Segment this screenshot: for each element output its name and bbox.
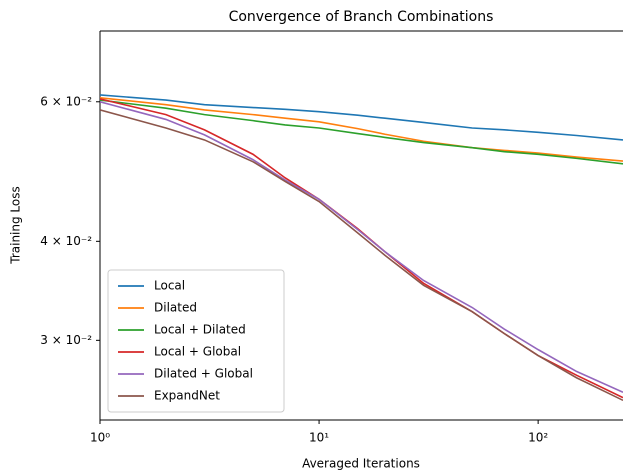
y-tick-label: 3 × 10⁻²: [40, 333, 92, 347]
legend-box: [107, 269, 285, 413]
x-tick-label: 10¹: [309, 431, 329, 445]
series-line: [100, 109, 623, 402]
x-tick-label: 10⁰: [90, 431, 110, 445]
legend-label: Local + Global: [154, 345, 241, 359]
legend-label: ExpandNet: [154, 389, 220, 403]
y-tick-label: 4 × 10⁻²: [40, 234, 92, 248]
legend-label: Local + Dilated: [154, 323, 246, 337]
series-line: [100, 99, 623, 165]
chart-title: Convergence of Branch Combinations: [229, 9, 494, 25]
x-axis-label: Averaged Iterations: [302, 457, 420, 471]
x-tick-label: 10²: [528, 431, 548, 445]
legend-label: Dilated + Global: [154, 367, 253, 381]
series-line: [100, 101, 623, 393]
series-line: [100, 96, 623, 162]
y-axis-label: Training Loss: [9, 186, 23, 264]
series-line: [100, 94, 623, 141]
legend-label: Local: [154, 279, 185, 293]
y-tick-label: 6 × 10⁻²: [40, 94, 92, 108]
legend-label: Dilated: [154, 301, 197, 315]
